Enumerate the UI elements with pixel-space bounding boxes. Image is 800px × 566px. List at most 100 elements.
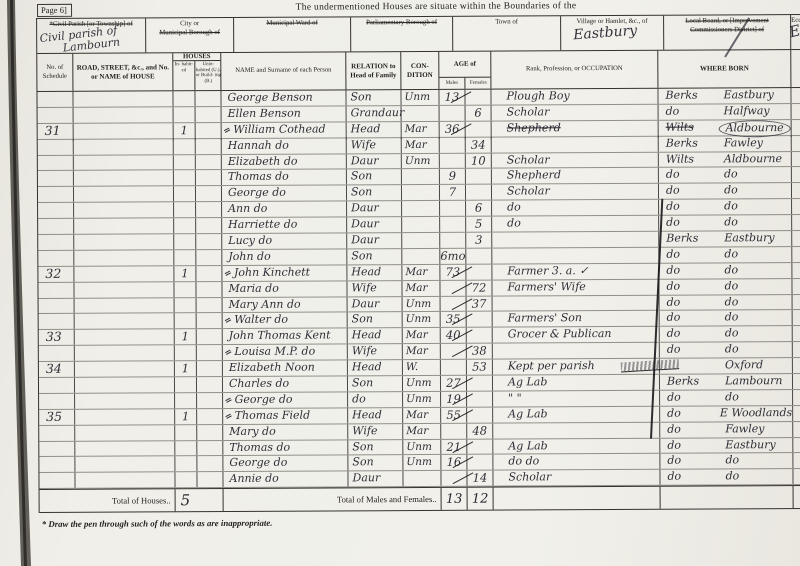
born-county: do — [667, 454, 682, 468]
cell-ecclesiastical-sliver — [791, 151, 800, 167]
cell-age-female: 6 — [465, 105, 492, 121]
cell-condition — [403, 471, 442, 487]
born-place: do — [723, 167, 738, 181]
cell-condition — [401, 185, 441, 201]
totals-row: Total of Houses.. 5 Total of Males and F… — [39, 485, 800, 514]
cell-condition: W. — [402, 360, 441, 376]
cell-road — [75, 424, 176, 441]
header-inhabited: In- habit- ed — [173, 61, 196, 91]
born-county: do — [665, 104, 680, 118]
born-county: Berks — [666, 231, 699, 245]
header-age: AGE of — [453, 60, 476, 68]
cell-schedule-number — [39, 473, 76, 489]
born-place: do — [725, 469, 740, 483]
cell-inhabited — [174, 377, 198, 393]
cell-occupation: Plough Boy — [491, 88, 659, 105]
person-name: Thomas do — [229, 440, 291, 454]
occupation-text: Ag Lab — [507, 375, 548, 389]
cell-ecclesiastical-sliver — [792, 358, 800, 374]
cell-condition: Unm — [403, 455, 442, 471]
cell-where-born: do do — [659, 310, 793, 327]
born-place: Lambourn — [725, 374, 783, 388]
totals-empty-born — [660, 486, 794, 510]
cell-age-male — [440, 232, 467, 248]
cell-schedule-number — [39, 457, 76, 473]
cell-relation: Wife — [346, 137, 402, 153]
occupation-text: Ag Lab — [508, 438, 548, 453]
cell-name: Thomas do — [223, 439, 349, 456]
cell-where-born: Oxford — [659, 358, 793, 374]
cell-name: George Benson — [221, 90, 347, 106]
cell-schedule-number — [37, 155, 74, 171]
district-box-label-line2: Commissioners District] of — [690, 26, 765, 34]
cell-relation: Daur — [347, 217, 403, 233]
cell-schedule-number — [38, 346, 75, 362]
person-name: Annie do — [229, 472, 279, 486]
cell-occupation — [492, 295, 660, 312]
cell-uninhabited — [197, 456, 224, 472]
cell-ecclesiastical-sliver — [792, 215, 800, 231]
cell-age-male: 13 — [439, 89, 466, 105]
cell-age-female: 5 — [466, 216, 493, 232]
cell-where-born: Berks Eastbury — [659, 231, 793, 247]
born-county: do — [666, 263, 681, 277]
born-place: do — [724, 294, 739, 308]
insertion-mark — [222, 393, 235, 409]
cell-condition: Mar — [401, 137, 440, 153]
cell-relation: Son — [348, 455, 404, 471]
cell-name: Lucy do — [222, 233, 348, 249]
born-county: Wilts — [665, 152, 695, 166]
born-county: do — [667, 438, 682, 452]
total-males-value: 13 — [441, 488, 468, 511]
cell-relation: Grandaur — [346, 106, 404, 122]
cell-schedule-number — [38, 282, 75, 298]
cell-condition: Unm — [401, 89, 440, 105]
cell-name: Mary do — [223, 424, 349, 440]
cell-age-male: 35 — [440, 312, 467, 328]
header-females: Females — [469, 79, 487, 86]
born-county: do — [667, 406, 681, 420]
district-box-label-line1: City or — [180, 20, 200, 28]
cell-occupation: Scholar — [491, 152, 659, 169]
occupation-text: Farmers' Wife — [507, 279, 586, 294]
cell-uninhabited — [195, 122, 222, 140]
cell-ecclesiastical-sliver — [792, 310, 800, 326]
cell-where-born: do do — [658, 167, 792, 184]
occupation-text: do — [507, 216, 521, 230]
cell-road — [74, 250, 175, 266]
handwritten-value-line1: Eastbury — [572, 22, 638, 44]
cell-age-female — [465, 184, 493, 200]
cell-age-female: 37 — [466, 296, 493, 312]
header-age-group: AGE of Males Females — [439, 51, 492, 89]
person-name: William Cothead — [233, 122, 326, 136]
cell-road — [74, 297, 175, 314]
person-name: George do — [234, 392, 293, 406]
cell-inhabited — [173, 154, 196, 170]
cell-name: John Kinchett — [222, 265, 348, 281]
cell-age-female — [466, 264, 493, 280]
cell-age-female: 72 — [466, 280, 493, 296]
cell-schedule-number — [37, 187, 75, 203]
cell-where-born: do do — [660, 453, 794, 470]
cell-relation: Head — [347, 264, 403, 281]
person-name: Maria do — [228, 281, 279, 295]
cell-age-male: 9 — [439, 169, 466, 185]
cell-ecclesiastical-sliver — [793, 389, 800, 405]
cell-ecclesiastical-sliver — [791, 135, 800, 151]
cell-where-born: do do — [659, 262, 793, 279]
cell-where-born: Berks Lambourn — [659, 374, 794, 390]
cell-relation: Son — [346, 90, 402, 106]
cell-name: John do — [222, 249, 348, 265]
cell-inhabited — [174, 218, 197, 234]
cell-age-male: 16 — [441, 455, 468, 471]
cell-ecclesiastical-sliver — [791, 167, 800, 183]
cell-occupation: Scholar — [491, 184, 660, 200]
cell-occupation: Scholar — [493, 470, 661, 486]
cell-inhabited: 1 — [174, 329, 197, 345]
cell-where-born: do E Woodlands — [660, 405, 794, 422]
cell-age-male: 21 — [441, 439, 468, 455]
born-place: do — [724, 199, 738, 213]
header-occupation: Rank, Profession, or OCCUPATION — [491, 50, 659, 89]
cell-condition: Unm — [403, 391, 442, 408]
cell-road — [73, 154, 174, 171]
